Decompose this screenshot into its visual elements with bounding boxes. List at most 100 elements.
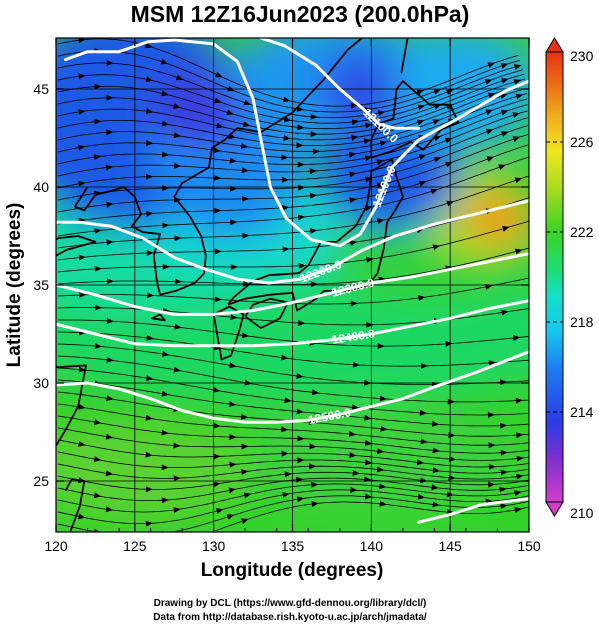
streamline-arrow xyxy=(419,409,427,416)
streamline-arrow xyxy=(379,395,387,402)
streamline-arrow xyxy=(78,403,86,410)
streamline-arrow xyxy=(513,64,522,70)
streamline-arrow xyxy=(94,228,102,234)
streamline-arrow xyxy=(242,195,250,202)
streamline-arrow xyxy=(349,171,357,178)
streamline-arrow xyxy=(498,164,506,171)
streamline-arrow xyxy=(282,96,291,103)
streamline-arrow xyxy=(431,484,439,491)
streamline-arrow xyxy=(160,58,168,65)
streamline-arrow xyxy=(105,470,113,477)
streamline-arrow xyxy=(146,210,154,217)
streamline-arrow xyxy=(433,89,441,95)
streamline-arrow xyxy=(377,343,385,350)
streamline-arrow xyxy=(514,490,522,497)
streamline-arrow xyxy=(213,422,221,429)
streamline-arrow xyxy=(284,471,292,478)
streamline-arrow xyxy=(297,124,305,131)
streamline-arrow xyxy=(228,401,237,407)
credit-data: Data from http://database.rish.kyoto-u.a… xyxy=(153,612,427,623)
colorbar-bar xyxy=(545,51,564,503)
streamline-arrow xyxy=(297,457,305,464)
streamline-arrow xyxy=(106,201,114,208)
streamline-arrow xyxy=(500,469,508,476)
streamline-arrow xyxy=(229,362,237,369)
streamline xyxy=(57,343,529,385)
streamline xyxy=(57,50,520,113)
streamline-arrow xyxy=(365,459,373,466)
streamline xyxy=(57,104,528,165)
credit-drawing: Drawing by DCL (https://www.gfd-dennou.o… xyxy=(154,598,427,609)
streamline-arrow xyxy=(432,501,440,508)
streamline-arrow xyxy=(173,540,181,546)
streamline-arrow xyxy=(513,335,521,341)
streamline xyxy=(57,98,528,159)
streamline-arrow xyxy=(229,434,237,440)
streamline-arrow xyxy=(283,135,291,141)
streamline-arrow xyxy=(106,94,114,101)
streamline xyxy=(57,88,527,146)
streamline-arrow xyxy=(310,281,318,288)
streamline-arrow xyxy=(78,513,86,520)
streamline-arrow xyxy=(242,232,250,239)
streamline-arrow xyxy=(106,129,114,136)
streamline-arrow xyxy=(364,122,373,129)
streamline xyxy=(58,319,529,347)
streamline-arrow xyxy=(241,518,249,525)
streamline-arrow xyxy=(281,426,289,433)
streamline-arrow xyxy=(281,450,289,457)
streamline-arrow xyxy=(417,493,425,500)
streamline-arrow xyxy=(282,246,290,253)
y-tick-label: 40 xyxy=(33,179,49,195)
y-axis-label: Latitude (degrees) xyxy=(4,203,25,368)
streamline-arrow xyxy=(174,162,182,169)
streamline-arrow xyxy=(297,214,306,221)
streamline-arrow xyxy=(282,176,290,183)
streamline-arrow xyxy=(93,456,102,462)
streamline-arrow xyxy=(298,262,306,269)
streamline-arrow xyxy=(106,395,114,402)
y-tick-label: 25 xyxy=(33,473,49,489)
streamline-arrow xyxy=(515,248,523,255)
streamline-arrow xyxy=(485,128,494,135)
streamline-arrow xyxy=(173,507,181,513)
streamline-arrow xyxy=(298,320,306,326)
streamline-arrow xyxy=(240,143,249,149)
streamline-arrow xyxy=(146,334,154,341)
streamline-arrow xyxy=(105,506,114,513)
streamline-arrow xyxy=(379,500,387,507)
streamline-arrow xyxy=(94,343,102,349)
x-axis-label: Longitude (degrees) xyxy=(201,560,384,581)
streamline-arrow xyxy=(432,447,440,454)
streamline xyxy=(57,156,529,237)
streamline-arrow xyxy=(350,300,358,307)
streamline-arrow xyxy=(162,222,170,229)
streamline-arrow xyxy=(94,528,101,532)
streamline-arrow xyxy=(366,256,374,263)
streamline-arrow xyxy=(365,493,373,500)
streamline-arrow xyxy=(146,250,154,256)
streamline xyxy=(57,331,529,367)
streamline-arrow xyxy=(227,85,235,92)
streamline-arrow xyxy=(430,188,438,195)
streamline-arrow xyxy=(106,318,114,324)
streamline-arrow xyxy=(485,109,493,116)
streamline-arrow xyxy=(145,375,154,382)
streamline-arrow xyxy=(174,323,182,330)
streamline-arrow xyxy=(500,379,508,386)
streamline-arrow xyxy=(229,461,237,468)
streamline-arrow xyxy=(78,38,86,44)
streamline xyxy=(57,403,529,446)
streamline-arrow xyxy=(94,419,102,425)
streamline xyxy=(57,451,529,474)
colorbar-max-arrow xyxy=(545,37,564,53)
streamline-arrow xyxy=(298,184,306,191)
streamline xyxy=(57,489,529,524)
streamline-arrow xyxy=(420,438,428,445)
streamline-arrow xyxy=(173,366,181,373)
streamline-arrow xyxy=(214,97,222,104)
streamline-arrow xyxy=(516,432,524,439)
streamline xyxy=(57,379,529,427)
streamline-arrow xyxy=(309,463,317,470)
streamline-arrow xyxy=(241,413,249,420)
